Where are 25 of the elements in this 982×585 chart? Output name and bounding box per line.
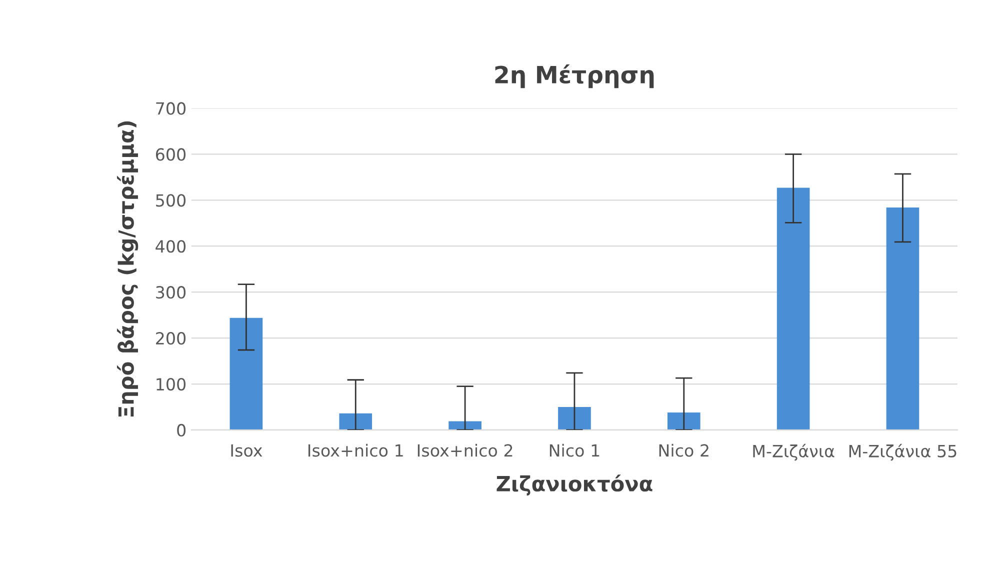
x-tick-label: Nico 2 — [659, 444, 708, 457]
y-tick-label: 700 — [156, 102, 186, 115]
x-tick-label: M-Ζιζάνια 55 — [849, 444, 956, 461]
x-tick-label: Isox+nico 1 — [308, 444, 403, 457]
chart-title: 2η Μέτρηση — [495, 64, 654, 88]
y-tick-label: 400 — [156, 240, 186, 253]
x-tick-label: Isox+nico 2 — [418, 444, 512, 457]
y-axis-title: Ξηρό βάρος (kg/στρέμμα) — [116, 121, 138, 417]
bar — [558, 406, 591, 430]
bar — [339, 413, 372, 430]
y-tick-label: 100 — [156, 378, 186, 391]
bar — [230, 318, 263, 430]
y-tick-label: 300 — [156, 286, 186, 299]
x-tick-label: Isox — [231, 444, 262, 457]
x-axis-title: Ζιζανιοκτόνα — [496, 474, 652, 496]
y-tick-label: 200 — [156, 332, 186, 345]
y-tick-label: 500 — [156, 194, 186, 207]
bar — [667, 412, 700, 430]
x-tick-label: Nico 1 — [550, 444, 600, 457]
y-tick-label: 0 — [177, 424, 186, 437]
bar — [448, 421, 482, 430]
bar — [776, 188, 810, 430]
bar — [886, 208, 920, 430]
x-tick-label: M-Ζιζάνια — [753, 444, 834, 461]
y-tick-label: 600 — [156, 148, 186, 161]
